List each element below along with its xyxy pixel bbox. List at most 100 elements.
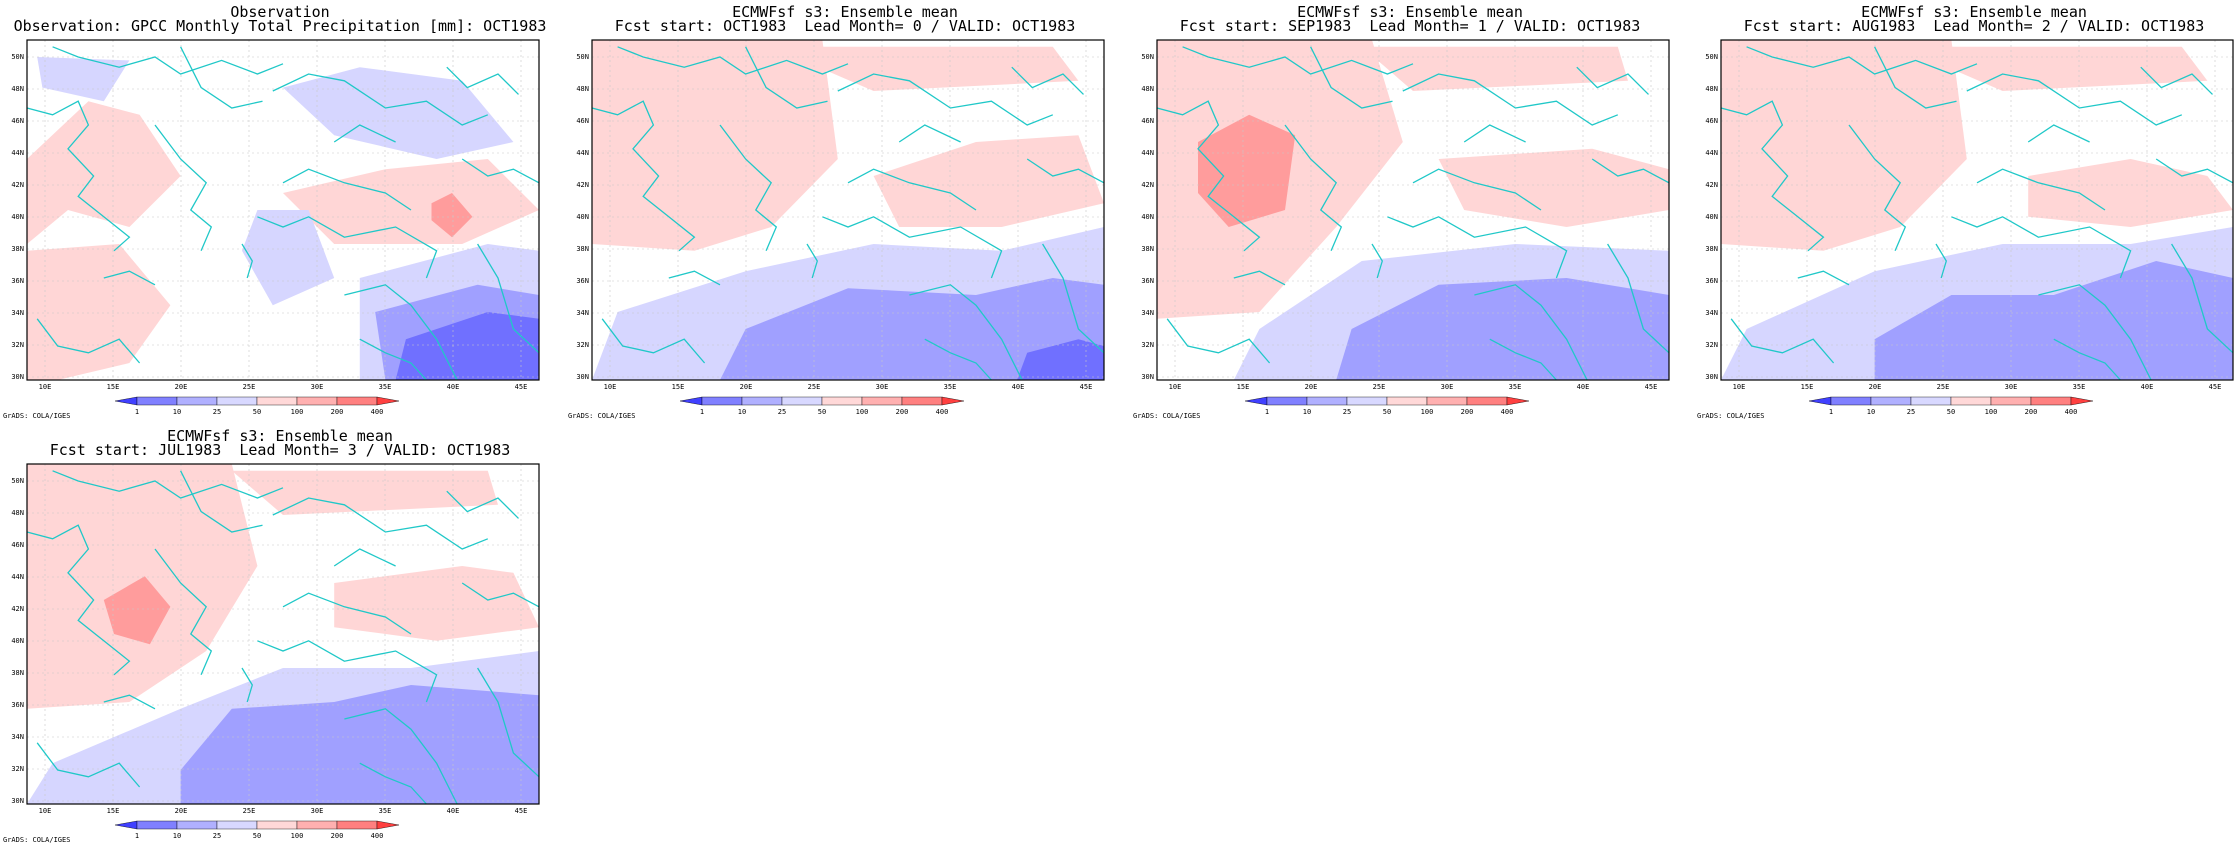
colorbar-label: 25 — [778, 408, 786, 416]
colorbar: 1 10 25 50 100 200 400 — [1808, 396, 2094, 416]
colorbar-label: 200 — [896, 408, 909, 416]
lat-label: 40N — [576, 213, 589, 221]
coastline — [1474, 284, 1588, 381]
lon-label: 15E — [1237, 383, 1250, 391]
coastline — [1182, 46, 1414, 75]
precip-shade — [283, 67, 514, 159]
coastline — [1402, 73, 1619, 126]
map-canvas: 30N 32N 34N 36N 38N 40N 42N 44N 46N 48N 50N 10E 15E 2… — [1141, 39, 1670, 416]
map-frame — [1156, 39, 1670, 381]
coastline — [1371, 243, 1384, 279]
coastline — [1576, 66, 1649, 95]
lon-label: 35E — [379, 383, 392, 391]
colorbar-swatch — [1910, 396, 1952, 406]
lon-label: 40E — [447, 807, 460, 815]
coastline — [1156, 100, 1261, 252]
precip-shade — [720, 278, 1104, 380]
coastline — [477, 667, 540, 778]
colorbar-arrow-left — [114, 396, 138, 406]
colorbar-label: 50 — [818, 408, 826, 416]
precip-shade — [1336, 278, 1669, 380]
colorbar-label: 10 — [173, 408, 181, 416]
coastline — [52, 46, 284, 75]
coastline — [745, 46, 828, 109]
coastline — [1284, 124, 1343, 252]
coastline — [806, 243, 819, 279]
panel-subtitle: Fcst start: JUL1983 Lead Month= 3 / VALI… — [49, 441, 511, 459]
colorbar-swatch — [336, 820, 378, 830]
coastline — [1976, 168, 2106, 211]
colorbar-swatch — [176, 820, 218, 830]
lon-label: 10E — [1733, 383, 1746, 391]
coastline — [601, 318, 706, 364]
colorbar-arrow-right — [2070, 396, 2094, 406]
colorbar-label: 200 — [1461, 408, 1474, 416]
coastline — [333, 548, 396, 567]
colorbar-label: 400 — [371, 832, 384, 840]
lon-label: 15E — [107, 807, 120, 815]
precip-shade — [771, 46, 1079, 91]
lat-label: 44N — [1141, 149, 1154, 157]
lat-label: 50N — [11, 477, 24, 485]
lon-label: 45E — [515, 807, 528, 815]
colorbar-label: 100 — [291, 408, 304, 416]
lat-label: 30N — [11, 373, 24, 381]
colorbar-label: 400 — [371, 408, 384, 416]
lat-label: 38N — [11, 669, 24, 677]
coastline — [1730, 318, 1835, 364]
colorbar-label: 1 — [1265, 408, 1269, 416]
lon-label: 15E — [672, 383, 685, 391]
coastline — [1042, 243, 1105, 354]
precip-shade — [1900, 46, 2208, 91]
coastline — [103, 694, 156, 710]
colorbar-arrow-right — [941, 396, 965, 406]
colorbar-label: 10 — [173, 832, 181, 840]
lat-label: 38N — [1705, 245, 1718, 253]
colorbar-swatch — [336, 396, 378, 406]
colorbar: 1 10 25 50 100 200 400 — [114, 820, 400, 840]
panel-subtitle: Fcst start: SEP1983 Lead Month= 1 / VALI… — [1179, 17, 1641, 35]
lat-label: 40N — [1705, 213, 1718, 221]
grads-credit: GrADS: COLA/IGES — [1697, 412, 1765, 420]
colorbar-swatch — [1266, 396, 1308, 406]
lat-label: 50N — [576, 53, 589, 61]
precip-shade — [180, 685, 539, 804]
lon-label: 10E — [39, 383, 52, 391]
map-frame — [1720, 39, 2234, 381]
coastline — [924, 338, 992, 381]
lon-label: 45E — [2209, 383, 2222, 391]
precip-shade — [231, 470, 499, 515]
precip-shade — [431, 193, 473, 238]
lat-label: 32N — [576, 341, 589, 349]
colorbar-swatch — [256, 820, 298, 830]
colorbar-label: 50 — [253, 832, 261, 840]
coastline — [241, 667, 254, 703]
lat-label: 46N — [1705, 117, 1718, 125]
lon-label: 45E — [1645, 383, 1658, 391]
colorbar-label: 25 — [213, 832, 221, 840]
colorbar-swatch — [1426, 396, 1468, 406]
coastline — [359, 338, 427, 381]
lon-label: 35E — [1509, 383, 1522, 391]
colorbar-swatch — [1306, 396, 1348, 406]
colorbar-swatch — [1386, 396, 1428, 406]
coastline — [359, 762, 427, 805]
lon-label: 25E — [1937, 383, 1950, 391]
coastline — [26, 100, 131, 252]
coastline — [1797, 270, 1850, 286]
colorbar-label: 25 — [1907, 408, 1915, 416]
map-panel-5: ECMWFsf s3: Ensemble mean Fcst start: JUL… — [0, 424, 560, 844]
colorbar-label: 200 — [331, 408, 344, 416]
colorbar-arrow-right — [1506, 396, 1530, 406]
lat-label: 40N — [11, 213, 24, 221]
lat-label: 46N — [11, 117, 24, 125]
panel-subtitle: Fcst start: OCT1983 Lead Month= 0 / VALI… — [614, 17, 1076, 35]
lat-label: 36N — [1705, 277, 1718, 285]
coastline — [257, 640, 438, 703]
coastline — [36, 742, 141, 788]
coastline — [591, 100, 696, 252]
coastline — [461, 158, 540, 184]
coastline — [1026, 158, 1105, 184]
colorbar-swatch — [1346, 396, 1388, 406]
colorbar-label: 50 — [253, 408, 261, 416]
